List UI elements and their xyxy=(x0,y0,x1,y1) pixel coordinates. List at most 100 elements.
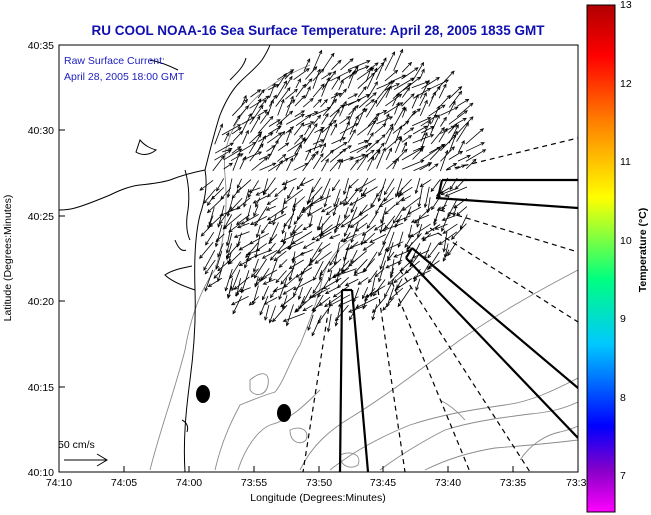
current-vector xyxy=(286,129,292,143)
current-vector-head xyxy=(388,296,393,301)
current-vector-head xyxy=(318,276,323,281)
current-vector-head xyxy=(236,205,241,210)
current-vector xyxy=(314,251,332,264)
current-vector-head xyxy=(287,194,291,200)
current-vector xyxy=(302,98,314,108)
current-vector-head xyxy=(427,254,432,259)
current-vector xyxy=(277,142,289,151)
current-vector xyxy=(419,163,431,171)
current-vector-head xyxy=(364,297,369,302)
current-vector-head xyxy=(288,276,293,282)
current-vector-head xyxy=(326,328,331,333)
current-timestamp: April 28, 2005 18:00 GMT xyxy=(64,71,185,83)
current-vector-head xyxy=(307,212,313,216)
current-vector-head xyxy=(289,70,294,75)
current-vector xyxy=(278,259,288,268)
current-vector xyxy=(294,95,306,107)
current-vector xyxy=(339,101,347,117)
current-vector xyxy=(217,243,224,257)
current-vector xyxy=(442,215,456,221)
current-vector xyxy=(326,205,339,216)
current-vector-head xyxy=(337,59,342,64)
current-vector-head xyxy=(343,141,348,146)
current-vector-head xyxy=(455,124,459,129)
current-vector xyxy=(258,269,278,281)
current-vector xyxy=(368,270,378,283)
current-vector xyxy=(304,78,313,89)
current-vector xyxy=(378,241,387,256)
current-vector xyxy=(281,197,286,215)
current-vector xyxy=(225,268,233,291)
current-vector xyxy=(357,140,368,145)
current-vector-head xyxy=(291,99,296,104)
current-vector xyxy=(356,145,369,154)
current-vector-head xyxy=(200,232,205,237)
current-vector xyxy=(321,206,332,213)
current-vector xyxy=(317,305,331,324)
current-vector-head xyxy=(301,95,306,100)
current-vector-head xyxy=(325,211,330,216)
current-vector xyxy=(428,104,446,117)
current-vector-head xyxy=(441,126,445,132)
current-vector-head xyxy=(278,120,283,126)
current-vector-head xyxy=(389,274,394,279)
current-vector xyxy=(374,222,386,231)
current-vector-head xyxy=(289,126,295,131)
current-vector-head xyxy=(219,212,224,217)
current-vector xyxy=(441,213,450,232)
current-vector-head xyxy=(213,274,218,279)
current-vector xyxy=(332,179,341,191)
current-vector-head xyxy=(363,139,369,144)
current-vector xyxy=(215,233,225,242)
current-vector xyxy=(283,312,305,322)
current-vector-head xyxy=(215,265,220,270)
current-vector-head xyxy=(431,205,435,211)
current-vector-head xyxy=(217,253,221,258)
current-vector-head xyxy=(265,95,270,100)
current-vector-head xyxy=(236,152,241,157)
current-vector xyxy=(390,267,395,278)
current-vector xyxy=(259,162,276,171)
current-vector-head xyxy=(340,104,345,109)
current-vector xyxy=(313,128,323,151)
current-vector xyxy=(331,60,342,70)
current-vector-head xyxy=(277,125,282,130)
current-vector-head xyxy=(276,249,282,254)
current-vector-head xyxy=(444,193,449,197)
colorbar-tick-label: 8 xyxy=(620,392,626,404)
current-vector-head xyxy=(272,162,277,167)
current-vector xyxy=(304,124,311,136)
current-vector-head xyxy=(364,153,369,158)
current-vector-head xyxy=(462,117,467,122)
current-vector-head xyxy=(343,100,347,106)
current-vector-head xyxy=(236,243,240,248)
current-vector-head xyxy=(261,229,265,235)
current-vector xyxy=(267,206,288,221)
current-vector xyxy=(204,269,214,292)
current-vector-head xyxy=(370,156,375,161)
current-vector-head xyxy=(342,148,347,153)
current-vector xyxy=(376,87,390,107)
current-vector-head xyxy=(293,292,297,297)
current-vector-head xyxy=(262,191,267,196)
current-vector-head xyxy=(413,277,418,283)
current-vector xyxy=(282,178,297,185)
current-vector xyxy=(353,287,360,303)
current-vector-head xyxy=(262,99,267,104)
current-vector xyxy=(355,222,368,232)
current-vector xyxy=(232,131,243,142)
current-vector xyxy=(300,259,314,275)
current-vector xyxy=(227,196,234,217)
chart-title: RU COOL NOAA-16 Sea Surface Temperature:… xyxy=(92,23,546,38)
current-vector-head xyxy=(362,86,367,91)
current-vector-head xyxy=(395,83,401,87)
current-vector xyxy=(294,134,303,145)
current-vector xyxy=(406,242,413,252)
current-vector xyxy=(350,214,369,228)
current-vector-head xyxy=(243,94,247,100)
current-vector-head xyxy=(382,147,386,152)
current-vector-head xyxy=(244,264,248,269)
current-vector-head xyxy=(376,149,381,154)
current-vector xyxy=(257,135,266,152)
current-vector xyxy=(387,269,404,285)
